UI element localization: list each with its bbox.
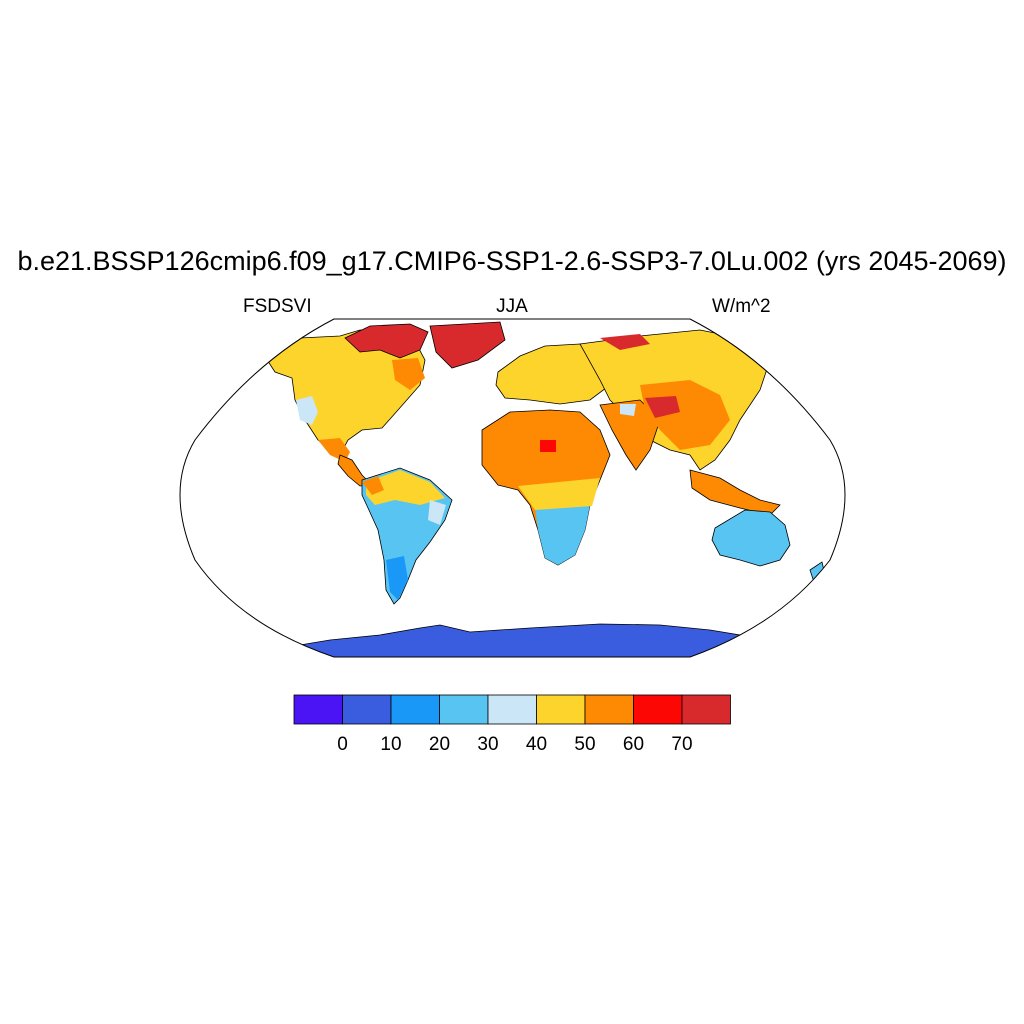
season-label: JJA <box>496 296 528 317</box>
africa-south-region <box>535 505 590 565</box>
colorbar-tick-label: 50 <box>574 734 595 755</box>
andes-orange <box>362 476 384 495</box>
colorbar-tick-label: 70 <box>671 734 692 755</box>
colorbar-swatch <box>633 694 683 725</box>
colorbar-swatch <box>293 694 343 725</box>
colorbar-swatch <box>536 694 586 725</box>
india-region <box>599 399 661 471</box>
brazil-light <box>428 500 446 525</box>
canada-north-red <box>344 323 429 359</box>
siberia-red <box>600 334 650 350</box>
colorbar-tick-label: 60 <box>623 734 644 755</box>
patagonia-blue <box>386 556 408 600</box>
amazon-yellow <box>366 470 445 505</box>
sahara-hotspot <box>540 440 556 452</box>
quebec-orange <box>392 358 425 390</box>
map-fill <box>261 321 826 657</box>
australia-region <box>711 509 791 567</box>
colorbar-swatch <box>681 694 731 725</box>
globe-outline <box>179 318 846 658</box>
chart-title: b.e21.BSSP126cmip6.f09_g17.CMIP6-SSP1-2.… <box>17 246 1007 276</box>
north-america-cool <box>296 396 318 425</box>
africa-equator-yellow <box>518 478 600 510</box>
mongolia-light <box>620 404 636 416</box>
colorbar-swatch <box>487 694 537 725</box>
southeast-asia-region <box>689 469 781 516</box>
colorbar-tick-label: 0 <box>337 734 348 755</box>
greenland-region <box>429 321 506 369</box>
units-label: W/m^2 <box>712 296 771 317</box>
north-america-region <box>261 329 426 456</box>
colorbar-tick-label: 30 <box>477 734 498 755</box>
colorbar-swatch <box>584 694 634 725</box>
colorbar-swatch <box>390 694 440 725</box>
tibet-hotspot <box>645 396 680 418</box>
europe-region <box>495 343 611 405</box>
colorbar-swatch <box>342 694 392 725</box>
colorbar-swatch <box>439 694 489 725</box>
colorbar-tick-label: 10 <box>380 734 401 755</box>
colorbar-tick-label: 20 <box>429 734 450 755</box>
colorbar-tick-label: 40 <box>526 734 547 755</box>
variable-label: FSDSVI <box>243 296 312 317</box>
